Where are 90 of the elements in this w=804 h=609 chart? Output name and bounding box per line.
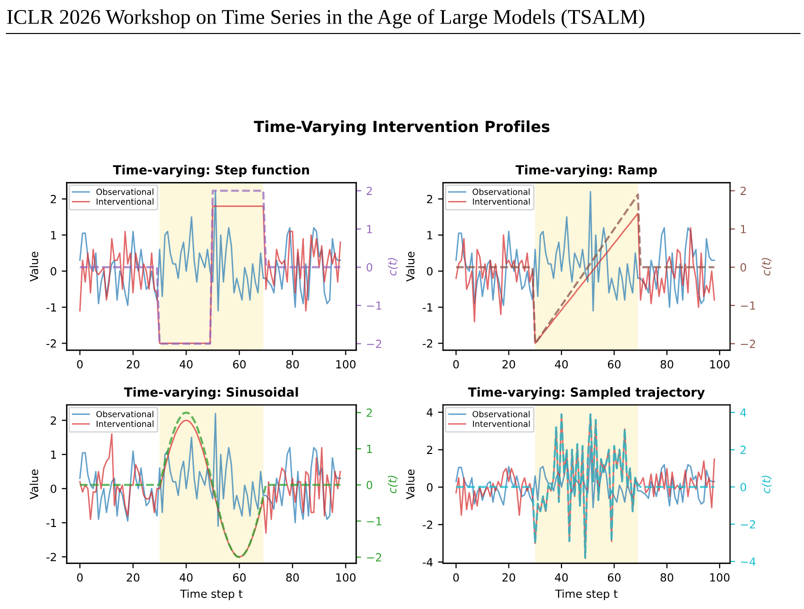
x-tick-label: 60 [233,360,246,368]
legend-label: Observational [472,188,530,195]
y2-axis-title: c(t) [762,476,772,494]
y-tick-label: 1 [51,450,56,459]
x-tick-label: 20 [126,573,140,582]
y2-axis-title: c(t) [762,258,772,276]
y2-tick-label: 2 [740,186,746,195]
x-tick-label: 40 [554,573,568,582]
y2-tick-label: 0 [740,482,746,492]
y-tick-label: -2 [422,520,432,529]
y-axis-title: Value [406,469,414,500]
x-tick-label: 100 [336,573,356,582]
legend-label: Interventional [472,420,530,427]
y-tick-label: 1 [51,231,56,240]
x-tick-label: 40 [180,360,193,368]
x-tick-label: 80 [660,573,674,582]
x-tick-label: 20 [502,573,516,582]
y2-tick-label: −1 [367,517,382,526]
y-axis-title: Value [406,252,414,282]
legend-label: Observational [96,410,154,418]
y2-tick-label: −1 [367,302,382,310]
x-tick-label: 40 [554,360,568,368]
x-tick-label: 100 [710,573,730,582]
y2-tick-label: 2 [366,186,372,195]
y2-tick-label: 1 [367,444,372,453]
legend-label: Observational [96,188,154,195]
y-tick-label: 2 [427,446,432,454]
x-tick-label: 100 [336,360,356,368]
y2-tick-label: −4 [740,558,756,566]
y2-tick-label: 0 [366,480,372,490]
y2-tick-label: 0 [366,263,372,272]
chart-title: Time-varying: Sampled trajectory [468,387,705,400]
y-tick-label: 4 [426,408,433,417]
chart-title: Time-varying: Sinusoidal [124,387,298,400]
line-series [79,412,342,527]
y2-tick-label: 2 [740,446,746,454]
y-tick-label: 0 [50,267,56,276]
y-axis-title: Value [30,252,38,282]
y2-tick-label: 1 [740,225,746,234]
y-tick-label: 0 [426,267,433,276]
x-tick-label: 60 [608,360,621,368]
y-tick-label: 2 [50,194,56,204]
y-tick-label: 2 [427,194,432,204]
x-tick-label: 20 [502,360,516,368]
y-tick-label: -1 [46,518,56,527]
x-tick-label: 80 [286,360,299,368]
y-axis-title: Value [30,469,38,500]
x-tick-label: 40 [180,573,193,582]
y-tick-label: -2 [46,339,56,348]
x-tick-label: 60 [608,573,621,582]
y2-tick-label: −2 [740,520,756,528]
y2-tick-label: −2 [740,340,756,348]
y-tick-label: 2 [50,416,56,425]
text: Time-Varying Intervention Profiles [254,120,550,136]
x-axis-title: Time step t [180,589,243,600]
y-tick-label: 1 [427,231,432,240]
x-tick-label: 80 [286,573,299,582]
x-tick-label: 0 [77,360,83,368]
y-tick-label: -1 [422,303,432,312]
y2-tick-label: 0 [740,263,746,272]
legend-label: Interventional [96,198,154,205]
y-tick-label: -1 [46,303,56,312]
legend-label: Interventional [472,198,530,205]
y2-tick-label: 4 [740,408,746,417]
y2-tick-label: 1 [367,225,372,234]
y-tick-label: 0 [50,484,56,493]
y-tick-label: -2 [422,339,432,348]
y-tick-label: 0 [426,483,433,492]
x-tick-label: 0 [453,573,459,582]
legend-label: Observational [472,410,530,418]
text: ICLR 2026 Workshop on Time Series in the Age of Large Models (TSALM) [7,9,644,28]
legend-label: Interventional [96,420,154,427]
y2-tick-label: −2 [367,340,382,348]
y-tick-label: -4 [422,558,433,566]
line-series [455,445,716,508]
y2-axis-title: c(t) [388,476,398,494]
y2-tick-label: −2 [367,553,382,562]
y2-tick-label: −1 [740,302,756,310]
x-tick-label: 80 [660,360,674,368]
x-tick-label: 20 [126,360,140,368]
y-tick-label: -2 [46,552,56,562]
chart-title: Time-varying: Step function [113,164,309,178]
x-axis-title: Time step t [555,589,618,600]
x-tick-label: 60 [233,573,246,582]
y2-tick-label: 2 [366,408,372,417]
y2-axis-title: c(t) [388,258,398,276]
chart-title: Time-varying: Ramp [516,164,657,178]
x-tick-label: 0 [453,360,459,368]
x-tick-label: 0 [77,573,83,582]
x-tick-label: 100 [710,360,730,368]
